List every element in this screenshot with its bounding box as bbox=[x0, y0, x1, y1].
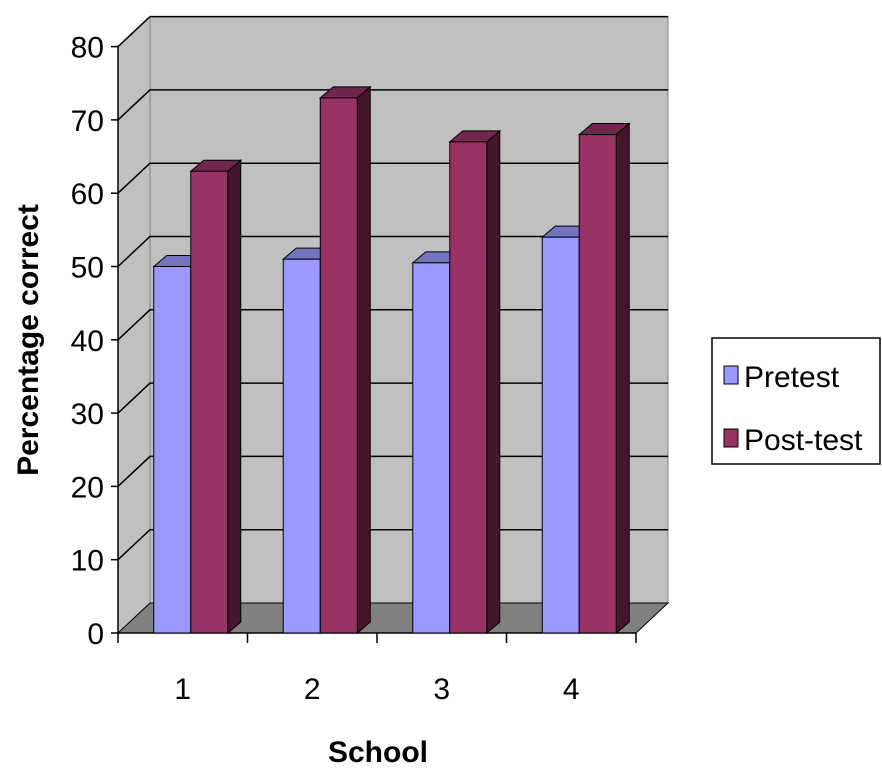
legend-label-pretest: Pretest bbox=[744, 361, 840, 394]
bar-front bbox=[153, 266, 192, 634]
x-axis-title: School bbox=[328, 736, 428, 769]
x-tick-label: 2 bbox=[304, 673, 321, 706]
legend: Pretest Post-test bbox=[711, 337, 881, 465]
y-tick-label: 10 bbox=[71, 545, 104, 578]
bar-post-test-school-1 bbox=[189, 159, 243, 635]
bar-front bbox=[541, 236, 580, 634]
y-tick-labels: 0 10 20 30 40 50 60 70 80 bbox=[71, 32, 104, 651]
gridline bbox=[117, 15, 668, 48]
bar-front bbox=[412, 262, 451, 634]
bar-side bbox=[486, 129, 501, 635]
gridline bbox=[117, 89, 668, 121]
x-tick-labels: 1 2 3 4 bbox=[174, 673, 579, 706]
bar-front bbox=[319, 97, 358, 634]
y-tick-label: 50 bbox=[71, 252, 104, 285]
bar-front bbox=[578, 134, 617, 634]
bar-side bbox=[227, 159, 242, 635]
bar-side bbox=[356, 85, 371, 635]
bar-front bbox=[449, 141, 488, 634]
legend-label-post-test: Post-test bbox=[744, 424, 863, 457]
bar-post-test-school-4 bbox=[577, 122, 631, 635]
x-tick-label: 4 bbox=[563, 673, 580, 706]
x-tick-label: 1 bbox=[174, 673, 191, 706]
y-tick-label: 20 bbox=[71, 471, 104, 504]
y-tick-label: 0 bbox=[87, 618, 104, 651]
y-tick-label: 60 bbox=[71, 178, 104, 211]
y-tick-label: 40 bbox=[71, 325, 104, 358]
legend-swatch-post-test bbox=[723, 428, 739, 448]
y-axis-title: Percentage correct bbox=[12, 204, 45, 476]
legend-swatch-pretest bbox=[723, 365, 739, 385]
y-tick-label: 70 bbox=[71, 105, 104, 138]
bar-post-test-school-3 bbox=[448, 129, 502, 635]
bar-front bbox=[282, 258, 321, 634]
bars bbox=[152, 85, 631, 635]
bar-front bbox=[190, 170, 229, 634]
legend-box bbox=[711, 337, 881, 465]
y-tick-label: 80 bbox=[71, 32, 104, 65]
bar-side bbox=[615, 122, 630, 635]
x-tick-label: 3 bbox=[433, 673, 450, 706]
bar-post-test-school-2 bbox=[318, 85, 372, 635]
y-tick-label: 30 bbox=[71, 398, 104, 431]
